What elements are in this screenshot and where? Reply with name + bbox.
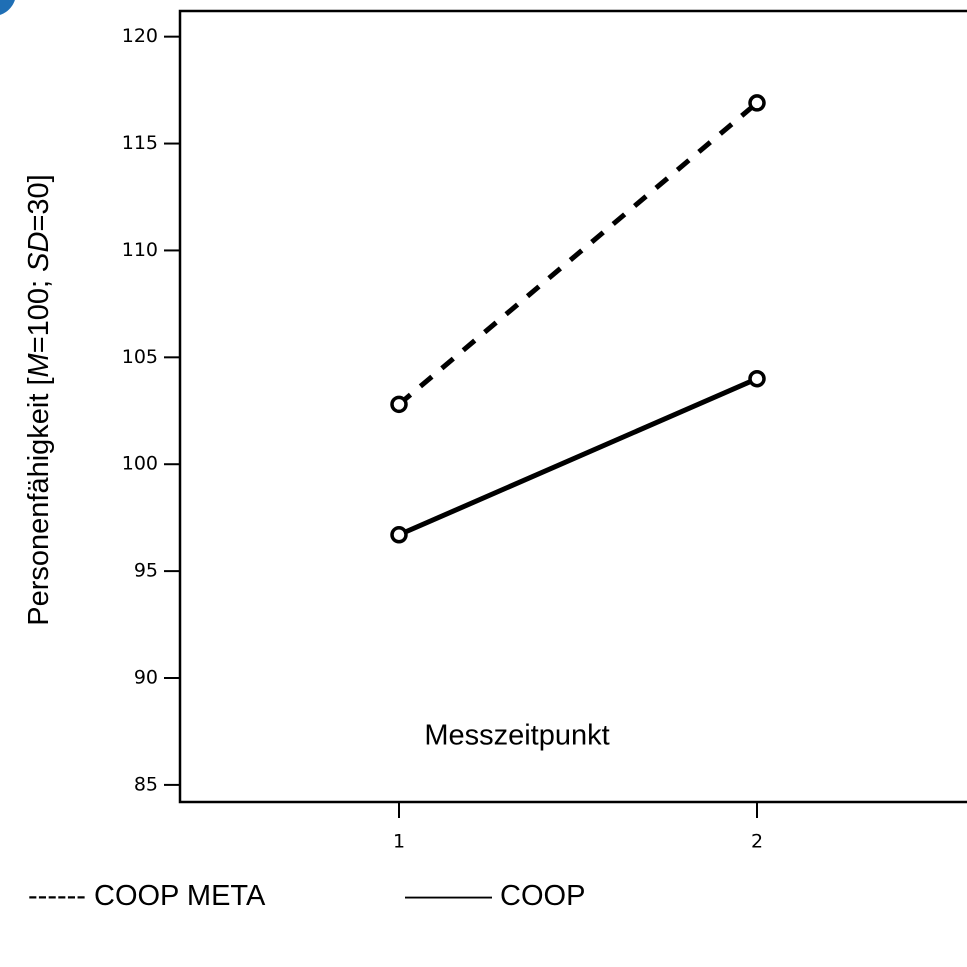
x-tick-label: 2 xyxy=(751,831,763,853)
data-point-coop-meta xyxy=(748,94,766,112)
series-line-coop xyxy=(398,376,758,538)
y-tick-label: 105 xyxy=(122,346,158,368)
plot-frame xyxy=(178,9,967,804)
y-tick-label: 120 xyxy=(122,25,158,47)
y-axis-title-part: =30] xyxy=(23,174,55,231)
y-axis-title-part: Personenfähigkeit [ xyxy=(23,377,55,625)
series-line-coop-meta xyxy=(397,101,759,407)
data-point-coop xyxy=(748,369,766,388)
y-axis-title-sd: SD xyxy=(23,231,55,271)
y-axis-title: Personenfähigkeit [M=100; SD=30] xyxy=(23,174,55,625)
y-tick-label: 90 xyxy=(134,667,158,689)
y-axis-title-part: =100; xyxy=(23,272,55,353)
legend-item-coop-meta: ------ COOP META xyxy=(28,880,266,912)
y-axis-title-mean: M xyxy=(23,352,55,377)
y-tick-label: 85 xyxy=(134,773,158,795)
y-tick-label: 95 xyxy=(134,560,158,582)
x-tick-label: 1 xyxy=(393,831,405,853)
data-point-coop-meta xyxy=(390,395,408,414)
y-tick-label: 100 xyxy=(122,453,158,475)
series-layer xyxy=(390,94,766,544)
y-tick-label: 110 xyxy=(122,239,158,261)
y-axis: 85 90 95 100 105 110 115 120 xyxy=(122,25,180,795)
y-tick-label: 115 xyxy=(122,132,158,154)
x-axis-title: Messzeitpunkt xyxy=(424,720,609,752)
legend-item-coop: ——— COOP xyxy=(405,880,586,912)
data-point-coop xyxy=(390,526,408,544)
